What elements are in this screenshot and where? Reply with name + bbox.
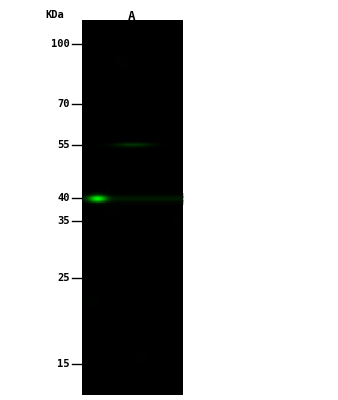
Text: 15: 15 — [57, 359, 70, 369]
Circle shape — [87, 295, 101, 308]
Text: KDa: KDa — [46, 10, 64, 20]
Text: 70: 70 — [57, 99, 70, 109]
Text: 100: 100 — [51, 39, 70, 49]
Bar — [82, 20, 183, 395]
Circle shape — [136, 352, 147, 364]
Text: 55: 55 — [57, 140, 70, 150]
Text: 40: 40 — [57, 194, 70, 204]
Circle shape — [104, 200, 118, 214]
Text: A: A — [128, 10, 136, 23]
Circle shape — [114, 54, 129, 70]
Text: 25: 25 — [57, 273, 70, 283]
Text: 35: 35 — [57, 216, 70, 226]
Circle shape — [173, 217, 179, 224]
Circle shape — [103, 188, 110, 194]
